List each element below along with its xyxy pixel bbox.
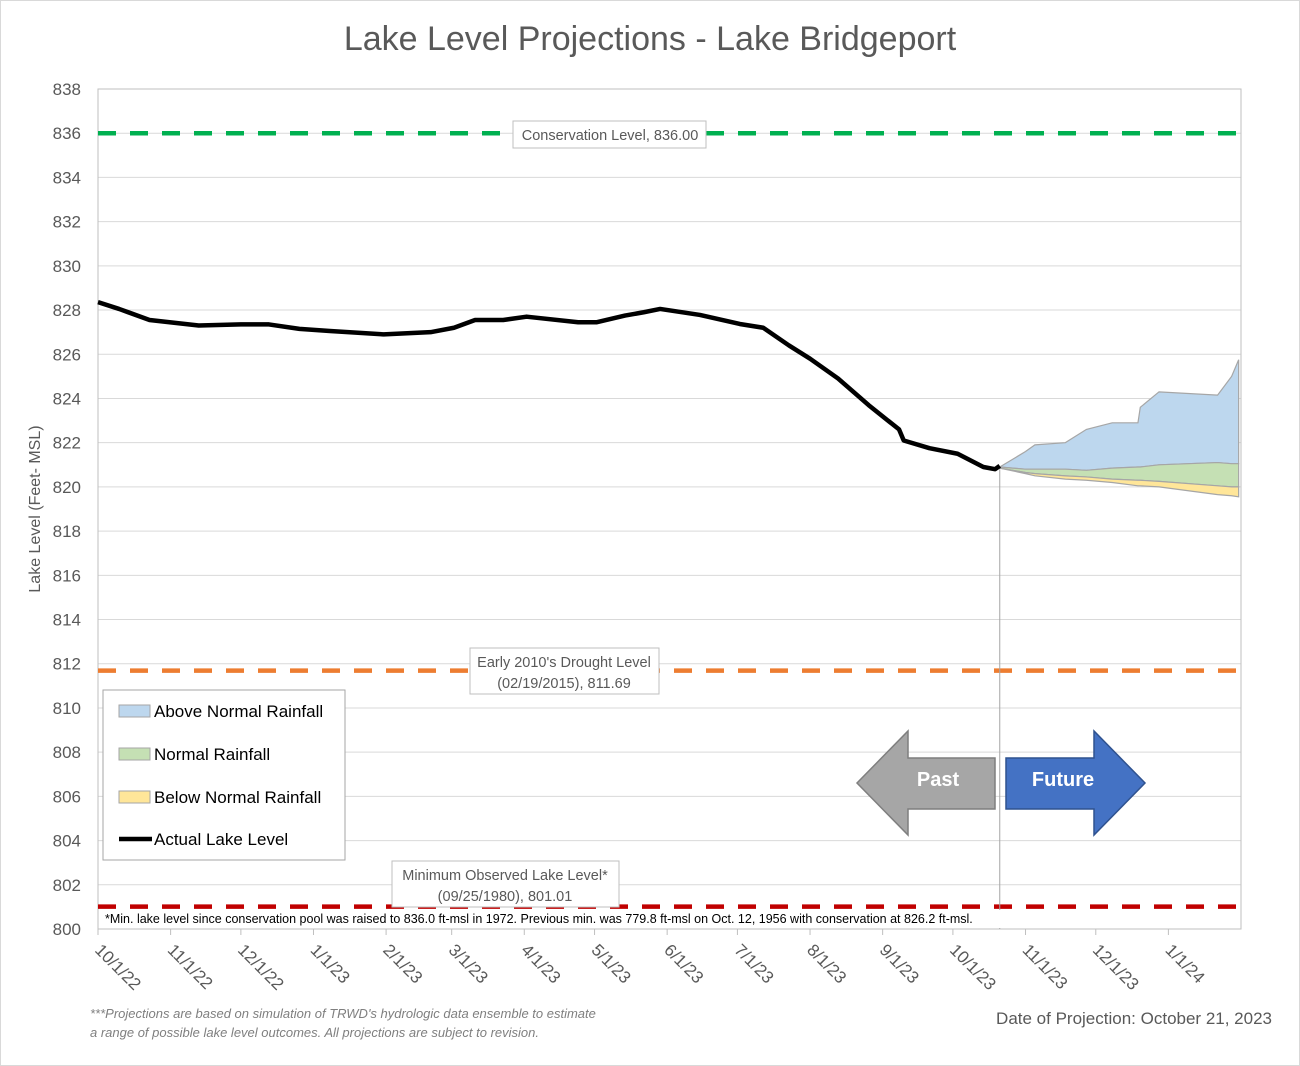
y-tick-814: 814 <box>53 611 81 630</box>
y-tick-822: 822 <box>53 434 81 453</box>
footnote-background <box>100 910 1240 928</box>
y-tick-828: 828 <box>53 301 81 320</box>
legend-item-above-normal: Above Normal Rainfall <box>118 702 323 721</box>
y-tick-labels: 800 802 804 806 808 810 812 814 816 818 820 822 824 8… <box>53 80 81 939</box>
drought-level-label-2: (02/19/2015), 811.69 <box>497 676 631 692</box>
y-tick-830: 830 <box>53 257 81 276</box>
future-label: Future <box>1032 769 1094 791</box>
y-tick-800: 800 <box>53 920 81 939</box>
y-tick-816: 816 <box>53 566 81 585</box>
y-tick-838: 838 <box>53 80 81 99</box>
legend-label-actual: Actual Lake Level <box>154 830 288 849</box>
y-tick-812: 812 <box>53 655 81 674</box>
y-tick-808: 808 <box>53 743 81 762</box>
y-tick-834: 834 <box>53 168 81 187</box>
y-tick-832: 832 <box>53 213 81 232</box>
y-tick-820: 820 <box>53 478 81 497</box>
past-arrow: Past <box>855 729 996 837</box>
plot-area-border <box>97 88 1242 930</box>
legend-swatch-above-normal <box>118 704 151 718</box>
y-tick-826: 826 <box>53 345 81 364</box>
drought-level-annotation: Early 2010's Drought Level (02/19/2015),… <box>469 647 660 695</box>
actual-lake-level-line <box>97 299 1002 472</box>
legend-item-below-normal: Below Normal Rainfall <box>118 788 321 807</box>
legend-label-above-normal: Above Normal Rainfall <box>154 702 323 721</box>
legend-label-normal: Normal Rainfall <box>154 745 270 764</box>
past-label: Past <box>917 769 960 791</box>
y-tick-806: 806 <box>53 787 81 806</box>
disclaimer-line-1: ***Projections are based on simulation o… <box>90 1006 596 1021</box>
band-below-normal-rainfall <box>999 467 1240 498</box>
legend-item-actual: Actual Lake Level <box>119 830 288 849</box>
disclaimer-line-2: a range of possible lake level outcomes.… <box>90 1025 539 1040</box>
projection-date-label: Date of Projection: October 21, 2023 <box>996 1009 1272 1028</box>
future-arrow: Future <box>1005 729 1147 837</box>
drought-level-label-1: Early 2010's Drought Level <box>477 655 651 671</box>
y-tick-818: 818 <box>53 522 81 541</box>
y-tick-824: 824 <box>53 389 81 408</box>
minimum-level-annotation: Minimum Observed Lake Level* (09/25/1980… <box>391 860 620 908</box>
y-tick-810: 810 <box>53 699 81 718</box>
legend-item-normal: Normal Rainfall <box>118 745 270 764</box>
legend: Above Normal Rainfall Normal Rainfall Be… <box>102 689 346 861</box>
y-tick-836: 836 <box>53 124 81 143</box>
conservation-level-label: Conservation Level, 836.00 <box>522 128 699 144</box>
y-axis-label: Lake Level (Feet- MSL) <box>27 425 44 592</box>
legend-swatch-normal <box>118 747 151 761</box>
y-tick-802: 802 <box>53 876 81 895</box>
chart-title: Lake Level Projections - Lake Bridgeport <box>344 20 957 58</box>
y-tick-804: 804 <box>53 832 81 851</box>
projection-bands <box>997 359 1240 498</box>
conservation-level-annotation: Conservation Level, 836.00 <box>512 120 707 149</box>
minimum-level-label-1: Minimum Observed Lake Level* <box>402 868 608 884</box>
legend-label-below-normal: Below Normal Rainfall <box>154 788 321 807</box>
minimum-level-label-2: (09/25/1980), 801.01 <box>438 889 573 905</box>
legend-swatch-below-normal <box>118 790 151 804</box>
minimum-level-footnote: *Min. lake level since conservation pool… <box>105 912 973 926</box>
